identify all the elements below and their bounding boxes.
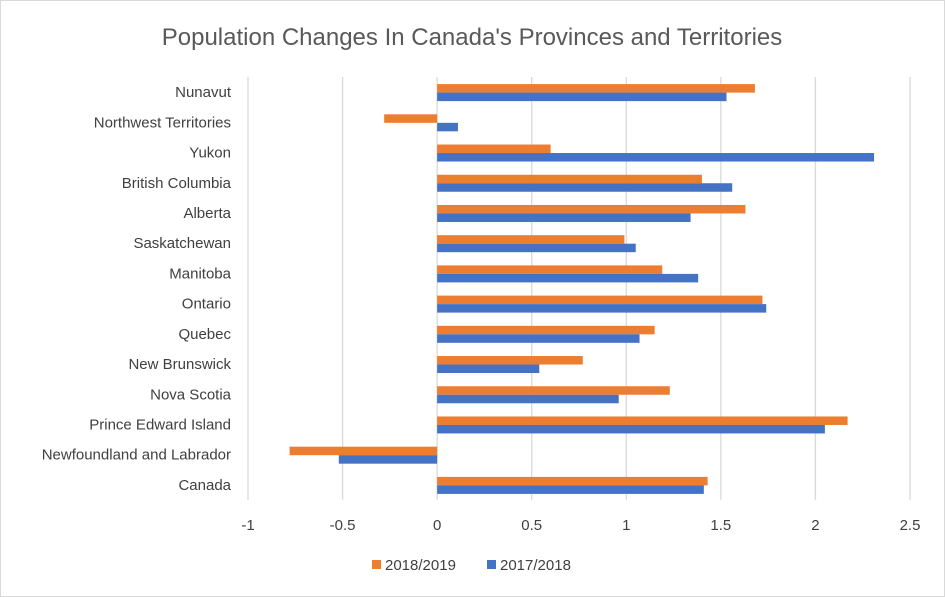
- legend-swatch: [372, 560, 381, 569]
- legend-label: 2018/2019: [385, 557, 456, 574]
- bar-2018-2019: [437, 84, 755, 93]
- bar-2018-2019: [437, 204, 746, 214]
- x-tick-label: 2.5: [900, 517, 921, 534]
- x-tick-label: 2: [811, 517, 819, 534]
- category-label: Northwest Territories: [94, 114, 231, 131]
- category-label: Nunavut: [175, 84, 232, 101]
- bar-2017-2018: [437, 243, 636, 253]
- bar-2017-2018: [437, 92, 727, 102]
- bar-2017-2018: [437, 424, 825, 434]
- category-label: Ontario: [182, 296, 231, 313]
- bar-2017-2018: [338, 455, 438, 464]
- bar-2018-2019: [289, 446, 438, 456]
- category-label: Prince Edward Island: [89, 416, 231, 433]
- x-tick-label: -0.5: [330, 517, 356, 534]
- category-label: Saskatchewan: [133, 235, 231, 252]
- category-label: Nova Scotia: [150, 386, 232, 403]
- category-label: Canada: [178, 477, 231, 494]
- legend-label: 2017/2018: [500, 557, 571, 574]
- bar-2018-2019: [437, 325, 655, 335]
- bar-2018-2019: [437, 265, 663, 274]
- bar-2017-2018: [437, 364, 540, 374]
- bar-2018-2019: [437, 386, 670, 395]
- bar-2018-2019: [437, 235, 625, 244]
- category-label: Newfoundland and Labrador: [42, 447, 231, 464]
- x-tick-label: 0.5: [521, 517, 542, 534]
- bar-2018-2019: [384, 114, 438, 123]
- bar-2017-2018: [437, 273, 699, 283]
- category-label: New Brunswick: [128, 356, 231, 373]
- bar-2018-2019: [437, 295, 763, 305]
- bar-2017-2018: [437, 153, 875, 162]
- bar-2017-2018: [437, 394, 619, 404]
- bar-2017-2018: [437, 183, 733, 192]
- x-tick-label: 1: [622, 517, 630, 534]
- x-tick-label: 1.5: [710, 517, 731, 534]
- x-tick-label: 0: [433, 517, 441, 534]
- category-label: Quebec: [178, 326, 231, 343]
- bar-2018-2019: [437, 356, 583, 365]
- chart-title: Population Changes In Canada's Provinces…: [162, 24, 783, 51]
- bar-2018-2019: [437, 416, 848, 425]
- bar-2018-2019: [437, 476, 708, 486]
- bar-2017-2018: [437, 122, 458, 132]
- bar-2017-2018: [437, 485, 704, 494]
- category-label: British Columbia: [122, 175, 232, 192]
- bar-2017-2018: [437, 304, 767, 313]
- bar-2018-2019: [437, 144, 551, 154]
- legend-swatch: [487, 560, 496, 569]
- bar-2018-2019: [437, 174, 702, 184]
- category-label: Yukon: [189, 145, 231, 162]
- x-tick-label: -1: [241, 517, 254, 534]
- bar-2017-2018: [437, 334, 640, 343]
- bar-2017-2018: [437, 213, 691, 222]
- category-label: Manitoba: [169, 265, 231, 282]
- category-label: Alberta: [183, 205, 231, 222]
